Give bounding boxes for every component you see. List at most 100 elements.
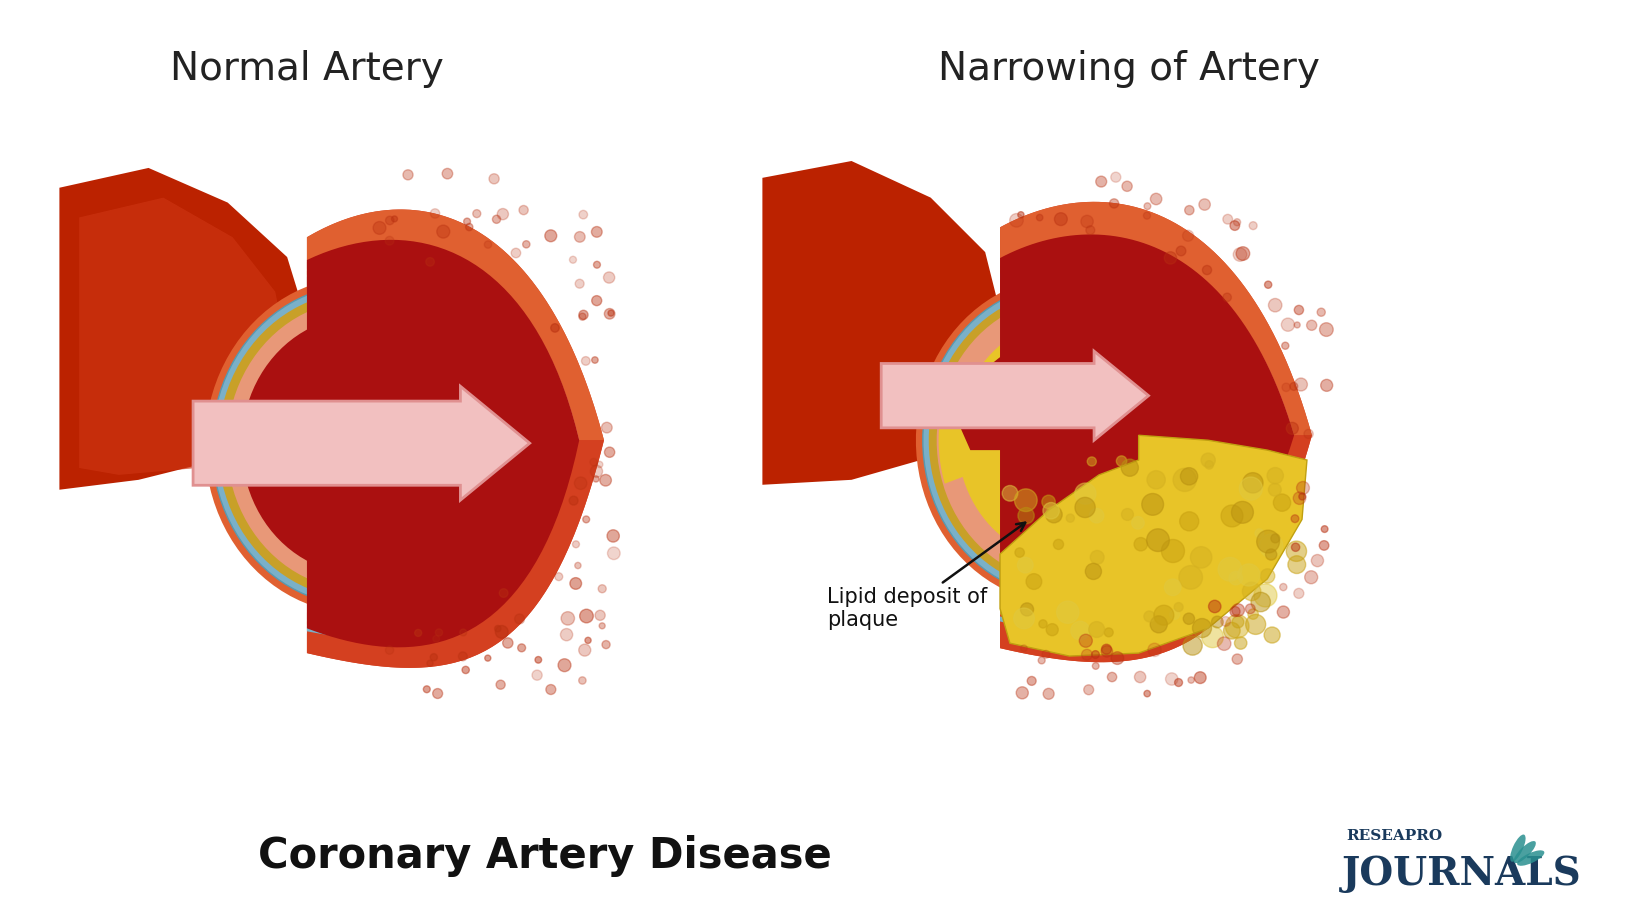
Circle shape: [1319, 380, 1333, 392]
Circle shape: [1254, 529, 1264, 538]
Text: JOURNALS: JOURNALS: [1341, 855, 1580, 893]
Polygon shape: [1000, 243, 1288, 435]
Circle shape: [1019, 602, 1033, 616]
Circle shape: [523, 240, 529, 248]
Circle shape: [1311, 554, 1323, 566]
Circle shape: [1085, 225, 1095, 235]
Circle shape: [561, 612, 574, 625]
Circle shape: [579, 676, 585, 684]
Polygon shape: [915, 277, 1213, 603]
Circle shape: [1165, 673, 1177, 686]
Circle shape: [498, 589, 508, 598]
Circle shape: [574, 232, 585, 242]
Circle shape: [1236, 247, 1249, 261]
Circle shape: [1078, 634, 1092, 648]
Polygon shape: [306, 210, 603, 668]
Circle shape: [600, 474, 611, 486]
Circle shape: [1264, 627, 1280, 643]
Circle shape: [1052, 540, 1064, 550]
Polygon shape: [306, 240, 579, 648]
Circle shape: [1303, 430, 1313, 439]
Circle shape: [572, 541, 579, 548]
Circle shape: [1001, 485, 1018, 501]
Circle shape: [1321, 526, 1328, 532]
Circle shape: [1251, 592, 1270, 612]
Circle shape: [1293, 589, 1303, 599]
Circle shape: [1178, 512, 1198, 531]
Circle shape: [1224, 614, 1249, 638]
Circle shape: [595, 610, 605, 620]
Circle shape: [1015, 548, 1024, 557]
Circle shape: [1233, 219, 1239, 225]
Circle shape: [1278, 583, 1287, 590]
Circle shape: [1260, 569, 1274, 583]
Circle shape: [1228, 571, 1242, 585]
Circle shape: [1282, 383, 1290, 392]
Circle shape: [1231, 502, 1252, 523]
Circle shape: [497, 209, 508, 220]
Circle shape: [1267, 468, 1283, 484]
Circle shape: [464, 218, 470, 225]
Polygon shape: [218, 292, 498, 599]
Circle shape: [590, 458, 597, 466]
Circle shape: [1110, 172, 1119, 182]
Polygon shape: [79, 198, 287, 475]
Circle shape: [569, 496, 577, 505]
Circle shape: [415, 629, 421, 637]
Circle shape: [1080, 650, 1092, 660]
Circle shape: [1192, 618, 1211, 638]
Circle shape: [1290, 515, 1298, 523]
Circle shape: [1172, 468, 1195, 492]
Circle shape: [1108, 199, 1118, 208]
Circle shape: [434, 629, 443, 636]
Circle shape: [597, 461, 603, 468]
Circle shape: [1223, 293, 1231, 301]
Circle shape: [603, 272, 615, 283]
Circle shape: [1144, 202, 1151, 210]
Circle shape: [1101, 644, 1111, 654]
Circle shape: [433, 688, 443, 699]
Polygon shape: [59, 168, 306, 490]
Polygon shape: [211, 285, 505, 605]
Circle shape: [1016, 557, 1033, 573]
Circle shape: [602, 422, 611, 433]
Text: Lipid deposit of
plaque: Lipid deposit of plaque: [826, 523, 1024, 630]
Circle shape: [606, 547, 620, 560]
Polygon shape: [1000, 201, 1311, 663]
Circle shape: [1254, 584, 1277, 607]
Circle shape: [1134, 538, 1147, 551]
Circle shape: [605, 447, 615, 457]
Circle shape: [459, 652, 467, 661]
Circle shape: [592, 357, 598, 363]
Circle shape: [1121, 459, 1137, 476]
Ellipse shape: [1513, 841, 1534, 863]
Circle shape: [1121, 508, 1133, 520]
Polygon shape: [306, 440, 577, 641]
Circle shape: [1267, 298, 1282, 312]
Circle shape: [544, 230, 556, 242]
Polygon shape: [1000, 237, 1293, 435]
Polygon shape: [1000, 235, 1293, 619]
Circle shape: [1288, 383, 1296, 390]
Circle shape: [585, 638, 590, 643]
Circle shape: [1106, 673, 1116, 682]
Circle shape: [1316, 308, 1324, 316]
Circle shape: [495, 626, 500, 632]
Circle shape: [385, 646, 393, 654]
Circle shape: [1239, 477, 1262, 500]
Circle shape: [1036, 214, 1042, 221]
Circle shape: [1247, 609, 1257, 619]
Text: RESEAPRO: RESEAPRO: [1346, 829, 1442, 844]
Circle shape: [598, 623, 605, 629]
Circle shape: [1285, 541, 1306, 562]
Circle shape: [485, 655, 490, 662]
Circle shape: [1026, 676, 1036, 686]
Circle shape: [1233, 248, 1246, 261]
Circle shape: [1287, 555, 1305, 574]
Circle shape: [1070, 621, 1088, 640]
Polygon shape: [306, 440, 574, 636]
Circle shape: [1164, 579, 1180, 596]
Circle shape: [392, 216, 397, 222]
Circle shape: [579, 609, 593, 623]
Circle shape: [1183, 205, 1193, 215]
